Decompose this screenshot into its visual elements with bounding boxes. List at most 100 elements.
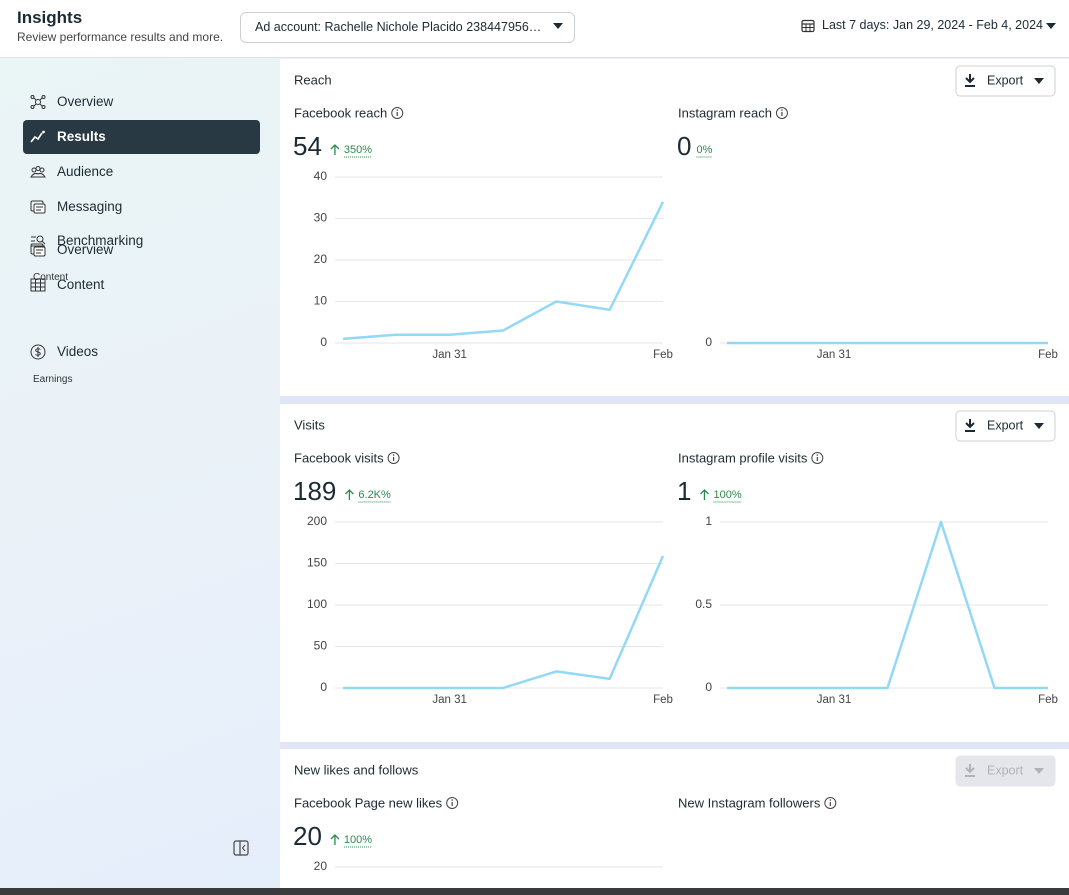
x-tick-label: Feb <box>1038 694 1058 706</box>
up-arrow <box>330 834 340 845</box>
nav-label: Benchmarking <box>57 233 144 248</box>
dropdown-arrow <box>1034 768 1044 774</box>
nav-item[interactable]: Overview <box>23 233 260 267</box>
nav-item[interactable]: Overview <box>23 85 260 119</box>
account-label: Ad account: Rachelle Nichole Placido 238… <box>255 20 542 34</box>
info-icon <box>387 452 400 464</box>
x-tick-label: Feb <box>653 349 673 361</box>
metric-total: 0 <box>677 131 691 161</box>
info-icon-dot <box>781 109 783 111</box>
info-icon <box>811 452 824 464</box>
export-button <box>955 755 1056 787</box>
data-line <box>343 555 665 690</box>
nav-item[interactable]: Audience <box>23 155 260 189</box>
nav-item[interactable]: Results <box>23 120 260 154</box>
export-label: Export <box>987 763 1024 777</box>
section-card <box>280 59 1069 396</box>
metric-change: 100% <box>344 834 372 846</box>
data-line <box>342 201 665 341</box>
main-content: Reach Export Visits Export New likes and fol… <box>280 59 1069 888</box>
section-card <box>280 749 1069 888</box>
x-tick-label: Jan 31 <box>432 349 467 361</box>
x-tick-label: Jan 31 <box>432 694 467 706</box>
y-tick-label: 200 <box>307 514 327 528</box>
export-button[interactable] <box>955 65 1056 97</box>
account-selector[interactable]: Ad account: Rachelle Nichole Placido 238… <box>240 12 575 43</box>
nav-heading: Earnings <box>33 374 73 385</box>
dropdown-arrow <box>1034 423 1044 429</box>
download-icon <box>965 419 975 432</box>
nav-label: Overview <box>57 94 114 109</box>
nav-label: Audience <box>57 164 114 179</box>
bottom-bar <box>0 888 1069 895</box>
metric-title: Instagram reach <box>678 105 772 120</box>
section-card <box>280 404 1069 742</box>
nav-icon <box>30 344 46 360</box>
x-tick-label: Jan 31 <box>817 349 852 361</box>
metric-total: 20 <box>293 821 322 851</box>
nav-item[interactable]: Videos <box>23 335 260 369</box>
y-tick-label: 100 <box>307 597 327 611</box>
metric-title: Facebook visits <box>294 450 384 465</box>
export-button[interactable] <box>955 410 1056 442</box>
nav-icon <box>30 95 46 109</box>
up-arrow <box>344 489 354 500</box>
nav-icon <box>30 200 46 214</box>
export-label: Export <box>987 418 1024 432</box>
y-tick-label: 0 <box>705 335 712 349</box>
y-tick-label: 20 <box>314 859 328 873</box>
dropdown-arrow <box>1046 23 1056 29</box>
info-icon-dot <box>392 454 395 456</box>
nav-label: Messaging <box>57 199 123 214</box>
y-tick-label: 50 <box>314 639 328 653</box>
data-line <box>727 520 1048 690</box>
nav-icon <box>30 166 46 178</box>
info-icon <box>824 797 837 809</box>
info-icon <box>391 107 404 119</box>
nav-label: Videos <box>57 344 99 359</box>
metric-total: 54 <box>293 131 322 161</box>
divider <box>280 396 1069 404</box>
up-arrow <box>330 144 340 155</box>
metric-change: 0% <box>696 144 712 156</box>
info-icon-dot <box>451 799 453 801</box>
date-range[interactable]: Last 7 days: Jan 29, 2024 - Feb 4, 2024 <box>822 18 1043 32</box>
nav-label: Content <box>57 277 105 292</box>
metric-total: 189 <box>293 476 336 506</box>
sidebar: Overview Results Audience Messaging Benchmar… <box>0 58 280 888</box>
section-title: Reach <box>294 72 332 87</box>
download-icon <box>965 764 975 777</box>
y-tick-label: 0.5 <box>695 597 712 611</box>
y-tick-label: 10 <box>314 294 328 308</box>
metric-change: 100% <box>713 489 741 501</box>
y-tick-label: 40 <box>314 169 328 183</box>
page-subtitle: Review performance results and more. <box>17 30 224 44</box>
nav-icon <box>30 243 46 257</box>
y-tick-label: 0 <box>320 335 327 349</box>
nav-icon <box>30 278 46 292</box>
dropdown-arrow <box>553 23 563 29</box>
y-tick-label: 30 <box>314 211 328 225</box>
nav-icon <box>30 130 45 143</box>
info-icon-dot <box>829 799 832 801</box>
nav-item[interactable]: Messaging <box>23 190 260 224</box>
collapse-icon[interactable] <box>233 840 249 856</box>
dropdown-arrow <box>1034 78 1044 84</box>
nav-label: Results <box>57 129 106 144</box>
y-tick-label: 150 <box>307 556 327 570</box>
download-icon <box>965 74 975 87</box>
divider <box>280 742 1069 749</box>
x-tick-label: Feb <box>1038 349 1058 361</box>
section-title: New likes and follows <box>294 762 419 777</box>
metric-title: Instagram profile visits <box>678 450 808 465</box>
metric-change: 6.2K% <box>358 489 391 501</box>
section-title: Visits <box>294 417 325 432</box>
calendar-icon <box>801 19 815 33</box>
export-label: Export <box>987 73 1024 87</box>
nav-item[interactable]: Content <box>23 268 260 302</box>
metric-title: Facebook reach <box>294 105 387 120</box>
y-tick-label: 20 <box>314 252 328 266</box>
metric-title: Facebook Page new likes <box>294 795 443 810</box>
info-icon <box>775 107 788 119</box>
